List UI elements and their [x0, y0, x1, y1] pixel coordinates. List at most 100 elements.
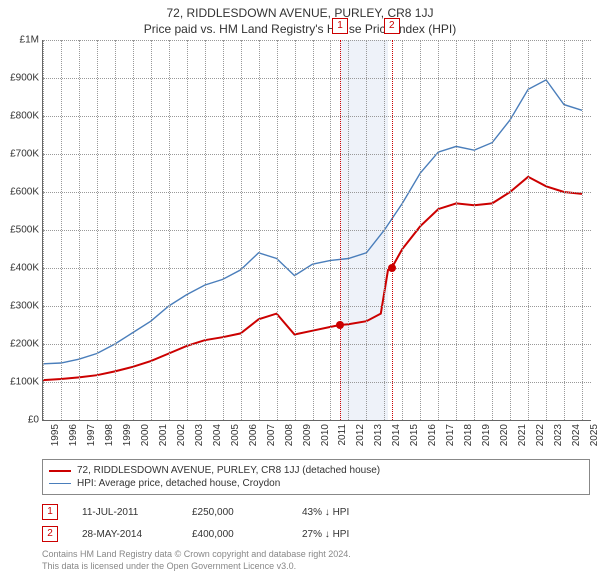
- grid-line-v: [474, 40, 476, 420]
- sales-marker-box: 2: [42, 526, 58, 542]
- marker-line: [392, 40, 393, 420]
- chart-area: £0£100K£200K£300K£400K£500K£600K£700K£80…: [42, 40, 591, 421]
- grid-line-v: [510, 40, 512, 420]
- legend: 72, RIDDLESDOWN AVENUE, PURLEY, CR8 1JJ …: [42, 459, 590, 495]
- grid-line-v: [528, 40, 530, 420]
- grid-line-v: [241, 40, 243, 420]
- grid-line-v: [420, 40, 422, 420]
- x-axis-label: 1999: [122, 424, 133, 446]
- grid-line-v: [133, 40, 135, 420]
- title-main: 72, RIDDLESDOWN AVENUE, PURLEY, CR8 1JJ: [0, 0, 600, 20]
- grid-line-h: [43, 344, 591, 346]
- y-axis-label: £300K: [10, 301, 43, 312]
- x-axis-label: 2011: [337, 424, 348, 446]
- grid-line-v: [438, 40, 440, 420]
- sales-date: 11-JUL-2011: [82, 507, 192, 518]
- chart-container: 72, RIDDLESDOWN AVENUE, PURLEY, CR8 1JJ …: [0, 0, 600, 560]
- grid-line-v: [187, 40, 189, 420]
- title-sub: Price paid vs. HM Land Registry's House …: [0, 20, 600, 40]
- sales-price: £400,000: [192, 529, 302, 540]
- legend-swatch: [49, 483, 71, 484]
- y-axis-label: £500K: [10, 225, 43, 236]
- x-axis-label: 2013: [373, 424, 384, 446]
- legend-row: HPI: Average price, detached house, Croy…: [49, 477, 583, 490]
- y-axis-label: £200K: [10, 339, 43, 350]
- footer-line1: Contains HM Land Registry data © Crown c…: [42, 549, 590, 561]
- grid-line-v: [366, 40, 368, 420]
- grid-line-v: [582, 40, 584, 420]
- grid-line-h: [43, 382, 591, 384]
- x-axis-label: 2012: [355, 424, 366, 446]
- y-axis-label: £700K: [10, 149, 43, 160]
- grid-line-v: [115, 40, 117, 420]
- x-axis-label: 2001: [158, 424, 169, 446]
- legend-row: 72, RIDDLESDOWN AVENUE, PURLEY, CR8 1JJ …: [49, 464, 583, 477]
- grid-line-v: [169, 40, 171, 420]
- x-axis-label: 2003: [194, 424, 205, 446]
- x-axis-label: 2005: [230, 424, 241, 446]
- legend-label: 72, RIDDLESDOWN AVENUE, PURLEY, CR8 1JJ …: [77, 465, 380, 476]
- marker-line: [340, 40, 341, 420]
- x-axis-label: 2000: [140, 424, 151, 446]
- x-axis-label: 2007: [266, 424, 277, 446]
- grid-line-v: [492, 40, 494, 420]
- grid-line-h: [43, 268, 591, 270]
- sales-price: £250,000: [192, 507, 302, 518]
- x-axis-label: 2009: [302, 424, 313, 446]
- grid-line-h: [43, 78, 591, 80]
- legend-label: HPI: Average price, detached house, Croy…: [77, 478, 280, 489]
- x-axis-label: 2021: [517, 424, 528, 446]
- x-axis-label: 1995: [50, 424, 61, 446]
- grid-line-v: [330, 40, 332, 420]
- grid-line-v: [348, 40, 350, 420]
- marker-dot: [336, 321, 344, 329]
- grid-line-v: [151, 40, 153, 420]
- y-axis-label: £0: [28, 415, 43, 426]
- grid-line-h: [43, 230, 591, 232]
- footer: Contains HM Land Registry data © Crown c…: [42, 549, 590, 572]
- grid-line-v: [456, 40, 458, 420]
- grid-line-h: [43, 192, 591, 194]
- x-axis-label: 2020: [499, 424, 510, 446]
- marker-box: 1: [332, 18, 348, 34]
- x-axis-label: 2002: [176, 424, 187, 446]
- sales-marker-box: 1: [42, 504, 58, 520]
- y-axis-label: £1M: [20, 35, 43, 46]
- x-axis-label: 2006: [248, 424, 259, 446]
- x-axis-label: 2023: [553, 424, 564, 446]
- x-axis-label: 2024: [571, 424, 582, 446]
- x-axis-label: 2017: [445, 424, 456, 446]
- sales-row: 2 28-MAY-2014£400,00027% ↓ HPI: [42, 523, 590, 545]
- x-axis-label: 2016: [427, 424, 438, 446]
- marker-box: 2: [384, 18, 400, 34]
- grid-line-v: [61, 40, 63, 420]
- grid-line-v: [205, 40, 207, 420]
- x-axis-label: 2018: [463, 424, 474, 446]
- sales-row: 1 11-JUL-2011£250,00043% ↓ HPI: [42, 501, 590, 523]
- x-axis-label: 2022: [535, 424, 546, 446]
- grid-line-v: [43, 40, 45, 420]
- grid-line-h: [43, 116, 591, 118]
- grid-line-v: [259, 40, 261, 420]
- sales-table: 1 11-JUL-2011£250,00043% ↓ HPI 2 28-MAY-201…: [42, 501, 590, 545]
- grid-line-v: [295, 40, 297, 420]
- sales-diff: 43% ↓ HPI: [302, 507, 412, 518]
- x-axis-label: 2025: [589, 424, 600, 446]
- grid-line-v: [384, 40, 386, 420]
- sales-date: 28-MAY-2014: [82, 529, 192, 540]
- grid-line-v: [564, 40, 566, 420]
- x-axis-label: 1998: [104, 424, 115, 446]
- x-axis-label: 2015: [409, 424, 420, 446]
- grid-line-h: [43, 306, 591, 308]
- grid-line-v: [97, 40, 99, 420]
- y-axis-label: £800K: [10, 111, 43, 122]
- x-axis-label: 2014: [391, 424, 402, 446]
- y-axis-label: £100K: [10, 377, 43, 388]
- x-axis-label: 2010: [320, 424, 331, 446]
- x-axis-label: 1996: [68, 424, 79, 446]
- grid-line-v: [277, 40, 279, 420]
- sales-diff: 27% ↓ HPI: [302, 529, 412, 540]
- grid-line-v: [223, 40, 225, 420]
- grid-line-v: [313, 40, 315, 420]
- y-axis-label: £600K: [10, 187, 43, 198]
